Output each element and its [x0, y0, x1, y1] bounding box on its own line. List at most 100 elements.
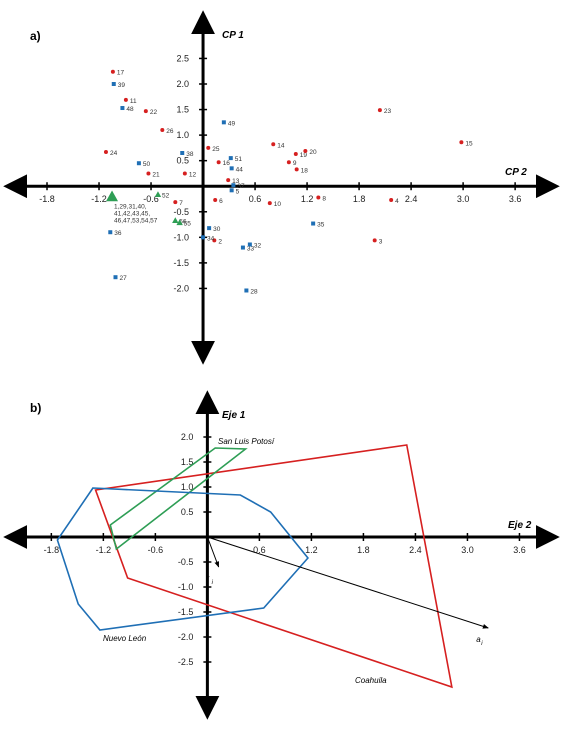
x-tick-label: -0.6: [148, 545, 164, 555]
point-label: 22: [150, 109, 158, 116]
y-tick-label: -1.0: [178, 582, 194, 592]
point: [111, 82, 116, 86]
y-tick-label: 2.0: [177, 79, 190, 89]
point-label: 11: [130, 98, 137, 105]
cluster-label: 46,47,53,54,57: [114, 217, 158, 224]
point-label: 5: [236, 188, 240, 195]
y-tick-label: -0.5: [174, 207, 190, 217]
point: [136, 161, 141, 166]
point: [377, 108, 382, 113]
point-label: 32: [254, 242, 262, 249]
point-label: 7: [179, 200, 183, 207]
x-tick-label: -0.6: [143, 194, 159, 204]
point-label: 17: [117, 70, 125, 77]
point-label: 8: [322, 195, 326, 202]
point-label: 25: [212, 146, 220, 153]
x-tick-label: 1.2: [301, 194, 314, 204]
point-label: 4: [395, 198, 399, 205]
point-label: 35: [317, 222, 325, 229]
point-label: 44: [236, 166, 244, 173]
y-tick-label: 2.5: [177, 53, 190, 63]
point: [228, 156, 233, 161]
point: [311, 221, 316, 226]
point: [201, 235, 206, 240]
point-label: 26: [166, 128, 174, 135]
y-tick-label: -1.5: [174, 258, 190, 268]
y-tick-label: -2.5: [178, 657, 194, 667]
point: [240, 245, 245, 250]
x-tick-label: -1.8: [44, 545, 60, 555]
polygon-label: Coahuila: [355, 676, 387, 685]
x-tick-label: -1.2: [96, 545, 112, 555]
point-label: 50: [143, 161, 151, 168]
point: [182, 171, 187, 176]
point-label: 12: [189, 171, 197, 178]
point-label: 3: [379, 238, 383, 245]
vector-label: a: [476, 635, 481, 644]
point: [206, 145, 211, 150]
point-label: 14: [277, 142, 285, 149]
x-tick-label: 1.8: [357, 545, 370, 555]
cluster-label: 1,29,31,40,: [114, 203, 147, 210]
x-tick-label: 3.0: [457, 194, 470, 204]
y-tick-label: 0.5: [181, 507, 194, 517]
point-label: 56: [179, 218, 187, 225]
point: [459, 140, 464, 145]
x-tick-label: 0.6: [249, 194, 262, 204]
point-label: 49: [228, 120, 236, 127]
point: [389, 198, 394, 203]
y-tick-label: -1.5: [178, 607, 194, 617]
point: [229, 188, 234, 193]
point: [113, 275, 118, 280]
point: [103, 149, 108, 154]
y-tick-label: -1.0: [174, 232, 190, 242]
point: [293, 152, 298, 157]
point-label: 37: [237, 183, 245, 190]
point-label: 15: [465, 140, 473, 147]
y-axis-title: Eje 1: [222, 410, 246, 421]
point: [176, 219, 183, 226]
point: [271, 142, 276, 147]
point-label: 39: [118, 82, 126, 89]
y-tick-label: 1.5: [177, 105, 190, 115]
point-label: 13: [232, 178, 240, 185]
point: [213, 198, 218, 203]
x-tick-label: -1.8: [39, 194, 55, 204]
point: [110, 69, 115, 74]
point-label: 19: [300, 152, 308, 159]
y-tick-label: -2.0: [174, 283, 190, 293]
x-tick-label: -1.2: [91, 194, 107, 204]
x-tick-label: 2.4: [409, 545, 422, 555]
point-label: 2: [218, 238, 222, 245]
point: [106, 190, 119, 202]
y-axis-title: CP 1: [222, 30, 244, 41]
panel-label: a): [30, 29, 41, 43]
x-tick-label: 1.2: [305, 545, 318, 555]
y-tick-label: 1.5: [181, 457, 194, 467]
point-label: 9: [293, 160, 297, 167]
point-label: 55: [184, 221, 192, 228]
point-label: 18: [301, 167, 309, 174]
x-tick-label: 0.6: [253, 545, 266, 555]
point: [212, 238, 217, 243]
panel-label: b): [30, 401, 41, 415]
vector-label: r: [207, 574, 210, 583]
point-label: 34: [207, 235, 215, 242]
point: [231, 183, 236, 188]
point-label: 38: [186, 151, 194, 158]
point: [154, 191, 162, 197]
x-tick-label: 1.8: [353, 194, 366, 204]
x-axis-title: CP 2: [505, 167, 527, 178]
point: [120, 106, 125, 111]
point: [216, 160, 221, 165]
point-label: 36: [114, 230, 122, 237]
vector-label-sub: i: [481, 641, 483, 647]
y-tick-label: 2.0: [181, 432, 194, 442]
point-label: 52: [162, 192, 170, 199]
x-tick-label: 3.6: [513, 545, 526, 555]
point: [316, 195, 321, 200]
polygon: [109, 447, 248, 551]
polygon: [56, 487, 309, 631]
point: [247, 242, 252, 247]
x-tick-label: 3.6: [509, 194, 522, 204]
